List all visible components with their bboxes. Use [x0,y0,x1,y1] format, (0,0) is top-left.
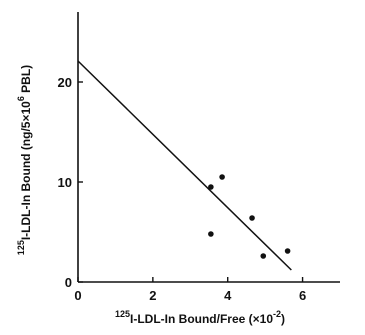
x-tick-label: 6 [299,288,306,303]
data-points [208,174,291,259]
data-point [284,248,291,254]
y-tick-label: 10 [58,175,72,190]
data-point [208,184,214,190]
y-tick-label: 20 [58,75,72,90]
data-point [260,253,267,259]
data-point [219,174,225,180]
data-point [208,231,214,237]
x-tick-label: 0 [74,288,81,303]
regression-line-group [77,60,292,271]
regression-line [77,60,292,271]
y-tick-labels: 0 10 20 [58,75,72,290]
x-axis-label: 125I-LDL-In Bound/Free (×10-2) [115,309,285,326]
x-tick-label: 2 [149,288,156,303]
ticks [77,81,304,283]
y-tick-label: 0 [65,275,72,290]
y-axis-label: 125I-LDL-In Bound (ng/5×106 PBL) [16,65,33,255]
x-tick-labels: 0 2 4 6 [74,288,306,303]
axes [77,12,340,283]
x-tick-label: 4 [224,288,232,303]
data-point [249,215,255,221]
